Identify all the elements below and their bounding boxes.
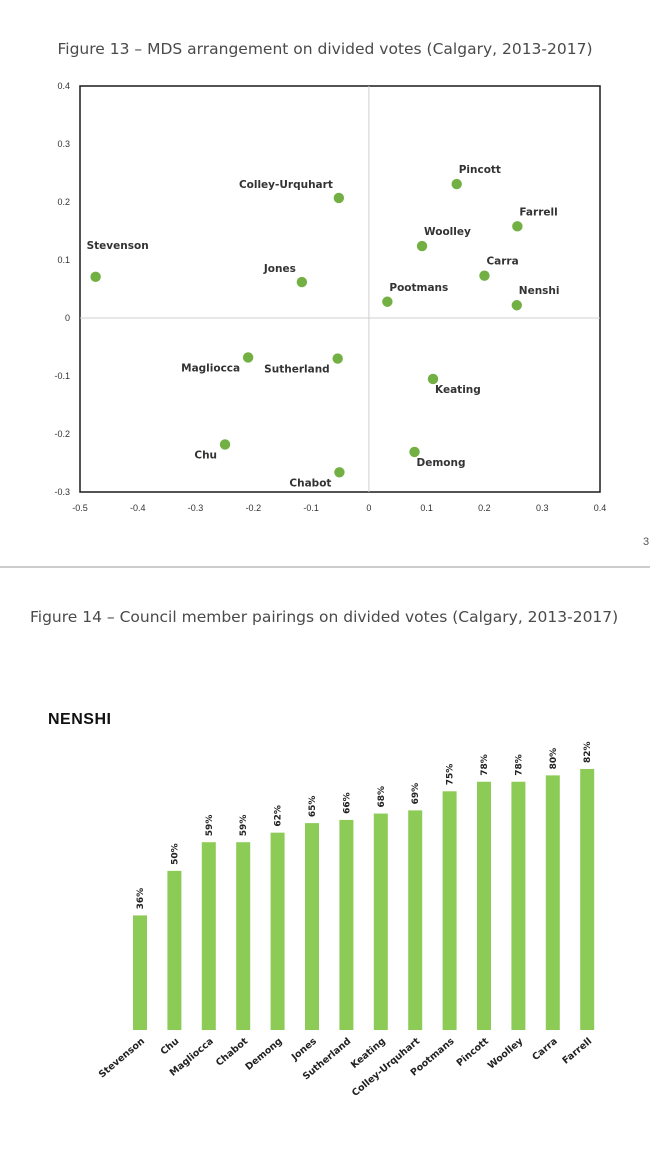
point-label-carra: Carra	[486, 256, 518, 268]
bar-colley-urquhart	[408, 810, 423, 1030]
category-label: Farrell	[560, 1036, 594, 1067]
page-number: 3	[643, 536, 650, 548]
bar-woolley	[511, 781, 526, 1030]
category-label: Demong	[244, 1036, 285, 1073]
bar-pincott	[477, 781, 491, 1030]
bar-value-label: 59%	[239, 815, 249, 837]
category-label: Stevenson	[97, 1036, 147, 1081]
data-point-carra	[479, 270, 490, 281]
bar-value-label: 78%	[480, 754, 490, 776]
point-label-stevenson: Stevenson	[87, 240, 149, 252]
figure-13-title: Figure 13 – MDS arrangement on divided v…	[57, 40, 593, 58]
bar-value-label: 66%	[342, 792, 352, 814]
mds-scatter-chart: -0.5 -0.4 -0.3 -0.2 -0.1 0 0.1 0.2 0.3 0.4 0.4 0.3 0…	[54, 81, 607, 513]
point-label-demong: Demong	[417, 457, 466, 469]
data-point-colley-urquhart	[333, 192, 345, 204]
bar-carra	[545, 775, 560, 1030]
x-tick-label: -0.1	[303, 503, 319, 513]
bar-value-label: 82%	[583, 741, 593, 763]
plot-area-frame	[79, 85, 601, 493]
point-label-magliocca: Magliocca	[181, 362, 240, 374]
x-tick-label: 0.4	[594, 503, 607, 513]
y-tick-label: 0.4	[57, 81, 70, 91]
bar-farrell	[580, 769, 595, 1030]
bar-stevenson	[133, 915, 147, 1030]
y-tick-label: 0	[65, 313, 70, 323]
data-point-farrell	[512, 221, 523, 232]
x-tick-label: -0.3	[188, 503, 204, 513]
bar-value-label: 69%	[411, 783, 421, 805]
bar-sutherland	[339, 819, 354, 1030]
category-label: Jones	[289, 1036, 319, 1064]
bar-magliocca	[201, 842, 216, 1030]
category-label: Chu	[159, 1036, 182, 1058]
data-point-magliocca	[242, 352, 254, 363]
bar-value-label: 78%	[514, 754, 524, 776]
bar-chu	[167, 870, 182, 1030]
data-point-jones	[296, 276, 308, 288]
bar-keating	[373, 813, 388, 1030]
data-point-stevenson	[90, 271, 101, 283]
bar-value-label: 62%	[274, 805, 284, 827]
data-point-demong	[409, 446, 420, 458]
point-label-sutherland: Sutherland	[264, 364, 330, 376]
point-label-pootmans: Pootmans	[389, 282, 448, 294]
point-label-nenshi: Nenshi	[519, 285, 560, 297]
category-label: Carra	[530, 1036, 559, 1063]
x-tick-label: -0.4	[130, 503, 146, 513]
y-tick-label: -0.1	[54, 371, 70, 381]
bar-pootmans	[442, 791, 457, 1030]
data-point-sutherland	[332, 353, 343, 364]
bar-value-label: 68%	[377, 786, 387, 808]
bar-demong	[270, 832, 285, 1030]
x-tick-label: 0.3	[536, 503, 549, 513]
point-label-chu: Chu	[194, 449, 217, 461]
page-divider	[0, 566, 650, 568]
category-label: Woolley	[486, 1035, 526, 1071]
bar-value-label: 59%	[205, 815, 215, 837]
bar-value-label: 50%	[170, 843, 180, 865]
data-point-chabot	[334, 467, 345, 478]
x-tick-label: 0	[366, 503, 371, 513]
data-point-nenshi	[511, 300, 522, 311]
bar-value-label: 65%	[308, 796, 318, 818]
y-tick-label: 0.3	[57, 139, 70, 149]
data-point-keating	[427, 373, 439, 385]
y-tick-label: -0.3	[54, 487, 70, 497]
bar-value-label: 75%	[446, 764, 456, 786]
data-point-woolley	[416, 240, 428, 252]
data-point-chu	[219, 439, 231, 450]
data-point-pootmans	[382, 296, 393, 307]
figure-14-title: Figure 14 – Council member pairings on d…	[30, 608, 619, 626]
bar-jones	[305, 823, 319, 1030]
x-tick-label: 0.1	[420, 503, 433, 513]
x-tick-label: 0.2	[478, 503, 491, 513]
bar-value-label: 80%	[549, 748, 559, 770]
point-label-jones: Jones	[263, 263, 296, 275]
data-point-pincott	[451, 178, 462, 190]
y-tick-label: 0.1	[57, 255, 70, 265]
x-tick-label: -0.5	[72, 503, 88, 513]
point-label-farrell: Farrell	[519, 206, 557, 218]
point-label-keating: Keating	[435, 384, 481, 396]
point-label-pincott: Pincott	[459, 164, 501, 176]
point-label-colley-urquhart: Colley-Urquhart	[239, 179, 333, 191]
x-tick-label: -0.2	[246, 503, 262, 513]
y-tick-label: -0.2	[54, 429, 70, 439]
point-label-chabot: Chabot	[289, 477, 331, 489]
y-tick-label: 0.2	[57, 197, 70, 207]
bar-value-label: 36%	[136, 888, 146, 910]
bar-chart-heading: NENSHI	[48, 711, 112, 728]
bar-chabot	[236, 842, 251, 1030]
point-label-woolley: Woolley	[424, 226, 471, 238]
